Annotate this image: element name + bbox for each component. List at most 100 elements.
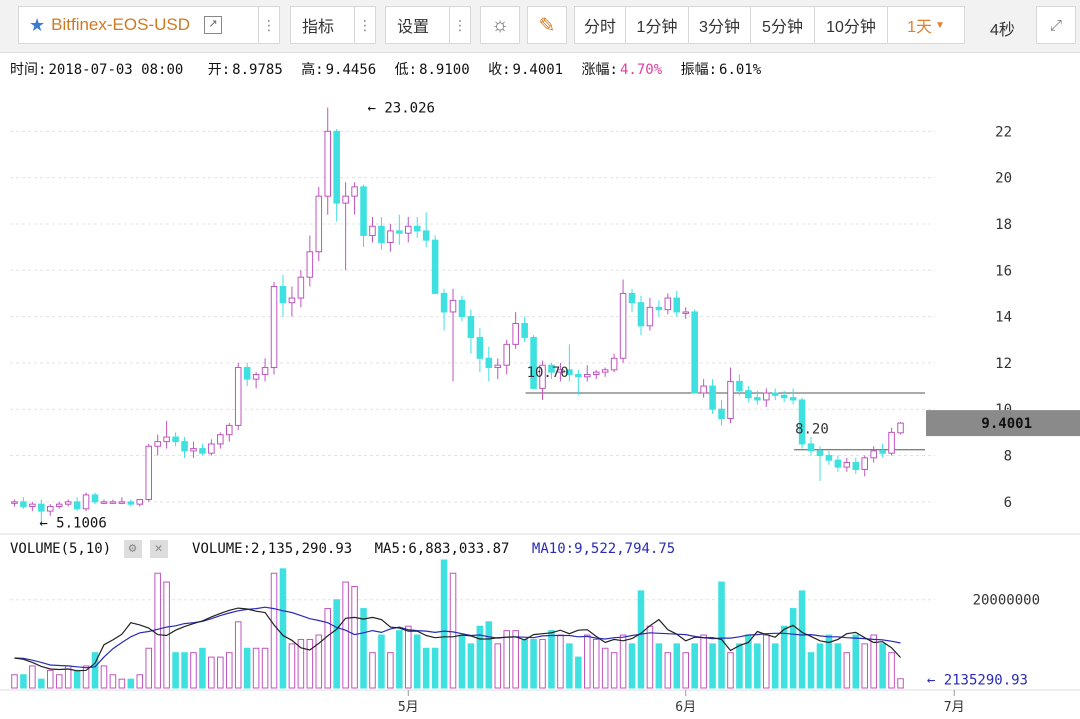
y-axis: 6 8 10 12 14 16 18 20 22 20000000: [973, 124, 1040, 608]
volume-bar: [718, 581, 725, 689]
volume-bar: [38, 678, 45, 689]
candle-body: [682, 311, 689, 314]
symbol-box[interactable]: ★ Bitfinex-EOS-USD ↗ ⋮: [18, 6, 280, 44]
volume-bar: [431, 647, 439, 689]
volume-bar: [682, 652, 689, 689]
period-10min[interactable]: 10分钟: [814, 6, 888, 44]
external-link-icon[interactable]: ↗: [204, 16, 223, 34]
y-tick-label: 10: [995, 402, 1012, 418]
volume-bar: [100, 665, 108, 689]
change-label: 涨幅:: [581, 62, 618, 78]
volume-bar: [494, 643, 502, 689]
candle-body: [190, 448, 197, 452]
volume-bar: [807, 652, 815, 689]
draw-pencil-icon[interactable]: ✎: [527, 6, 567, 44]
period-1day[interactable]: 1天 ▼: [887, 6, 965, 44]
volume-bar: [145, 647, 152, 689]
volume-bar: [601, 647, 609, 689]
candle-body: [279, 285, 287, 304]
volume-bar: [592, 638, 600, 689]
volume-bar: [485, 621, 493, 689]
y-tick-label: 16: [995, 263, 1012, 279]
theme-sun-icon[interactable]: ☼: [480, 6, 520, 44]
period-1min[interactable]: 1分钟: [625, 6, 689, 44]
volume-bar: [440, 559, 448, 689]
volume-bar: [557, 634, 564, 689]
volume-bar: [530, 638, 537, 689]
candle-body: [897, 422, 904, 434]
candle-body: [449, 299, 457, 313]
volume-bar: [163, 581, 170, 689]
volume-bar: [217, 656, 224, 689]
candle-body: [530, 336, 537, 389]
volume-bar: [870, 634, 877, 689]
y-tick-label: 8: [1004, 449, 1012, 465]
volume-bar: [691, 643, 698, 689]
volume-bar: [136, 674, 144, 689]
close-icon[interactable]: ✕: [149, 540, 168, 558]
candle-body: [521, 323, 528, 338]
period-5min[interactable]: 5分钟: [750, 6, 815, 44]
volume-bar: [118, 678, 126, 689]
indicator-more-icon[interactable]: ⋮: [354, 6, 376, 44]
gear-icon[interactable]: ⚙: [123, 540, 142, 558]
star-icon[interactable]: ★: [29, 14, 46, 35]
volume-bar: [342, 581, 349, 689]
volume-bar: [727, 652, 734, 689]
candle-body: [458, 299, 466, 318]
volume-bar: [351, 585, 358, 689]
period-3min[interactable]: 3分钟: [688, 6, 751, 44]
volume-bar: [834, 643, 842, 689]
settings-more-icon[interactable]: ⋮: [449, 6, 471, 44]
x-tick-label: 5月: [398, 700, 419, 715]
candles: [11, 107, 904, 523]
volume-bar: [109, 674, 117, 689]
candle-body: [637, 302, 645, 327]
volume-bar: [709, 643, 716, 689]
volume-bar: [396, 630, 403, 689]
candle-body: [467, 316, 475, 338]
volume-bar: [566, 643, 573, 689]
candle-body: [512, 323, 519, 345]
candle-body: [181, 441, 188, 452]
ohlc-info: 时间: 2018-07-03 08:00 开: 8.9785 高: 9.4456 低:…: [10, 59, 763, 79]
settings-button[interactable]: 设置 ⋮: [385, 6, 471, 44]
candle-body: [861, 457, 868, 470]
candle-body: [431, 239, 439, 294]
fullscreen-icon[interactable]: ⤢: [1036, 6, 1076, 44]
volume-bar: [405, 625, 412, 689]
volume-bar: [181, 652, 188, 689]
candle-body: [736, 380, 743, 392]
candle-body: [306, 251, 314, 278]
volume-bar: [154, 572, 161, 689]
candle-body: [673, 297, 681, 313]
candle-body: [208, 443, 215, 454]
change-value: 4.70%: [619, 62, 663, 78]
volume-bar: [172, 652, 179, 689]
more-icon[interactable]: ⋮: [258, 6, 280, 44]
period-fenshi[interactable]: 分时: [574, 6, 626, 44]
y-tick-label: 20: [995, 171, 1012, 187]
candle-body: [360, 186, 367, 237]
volume-bar: [55, 674, 63, 689]
volume-bar: [521, 638, 528, 689]
volume-bar: [288, 643, 296, 689]
volume-bar: [879, 643, 886, 689]
candle-body: [771, 392, 779, 396]
indicator-button[interactable]: 指标 ⋮: [290, 6, 376, 44]
candle-body: [798, 399, 806, 445]
volume-bar: [73, 669, 81, 689]
candle-body: [628, 292, 636, 304]
candle-body: [422, 230, 430, 241]
volume-bar: [82, 665, 90, 689]
volume-info: VOLUME(5,10) ⚙ ✕ VOLUME:2,135,290.93 MA5:…: [10, 540, 675, 558]
candle-body: [745, 390, 752, 399]
candle-body: [816, 450, 824, 457]
level2-label: 8.20: [795, 422, 829, 438]
volume-bar: [47, 669, 54, 689]
candle-body: [109, 501, 117, 504]
ma10-value: MA10:9,522,794.75: [531, 541, 676, 557]
candle-body: [619, 292, 627, 359]
volume-bar: [91, 652, 99, 689]
candle-body: [100, 501, 108, 504]
